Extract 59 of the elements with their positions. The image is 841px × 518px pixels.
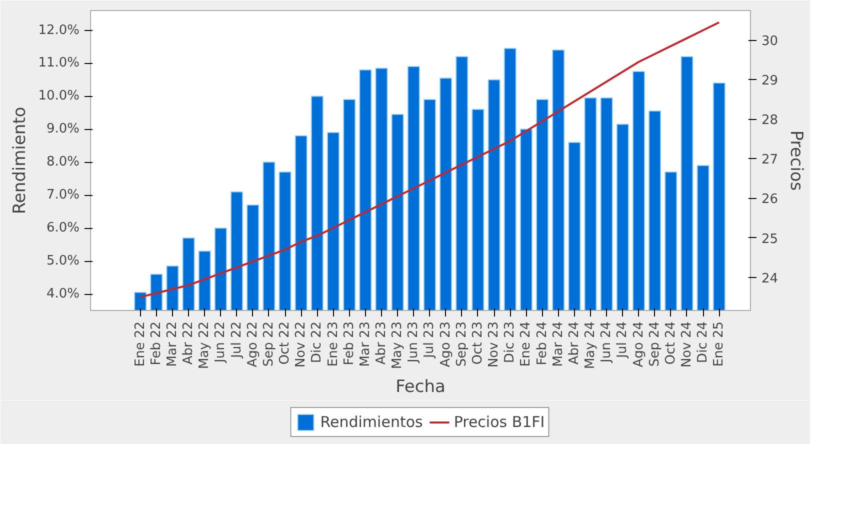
x-tick-label: Nov 22 — [294, 322, 309, 368]
x-tick-label: Mar 24 — [550, 322, 566, 367]
legend-label: Rendimientos — [320, 413, 423, 431]
y-axis-title: Rendimiento — [10, 106, 30, 214]
x-tick-label: Feb 23 — [342, 321, 357, 366]
x-tick-label: Dic 24 — [696, 321, 711, 363]
legend-label: Precios B1FI — [454, 413, 545, 431]
y2-tick-label: 30 — [762, 34, 778, 50]
x-tick-label: Jun 22 — [213, 321, 228, 364]
x-tick-label: Ene 22 — [132, 321, 148, 367]
x-tick-label: Sep 24 — [647, 321, 662, 367]
y-tick-label: 9.0% — [46, 122, 80, 137]
x-tick-label: Feb 22 — [148, 321, 164, 366]
y2-tick-label: 27 — [762, 152, 778, 168]
x-tick-label: Jul 23 — [422, 322, 438, 359]
y2-axis-title: Precios — [786, 130, 806, 191]
x-tick-label: Mar 22 — [165, 322, 180, 367]
x-tick-label: Feb 24 — [534, 321, 550, 366]
y2-tick-label: 24 — [762, 271, 778, 286]
x-tick-label: Jul 24 — [615, 322, 630, 359]
x-tick-label: Ago 22 — [245, 321, 260, 368]
x-axis-title: Fecha — [396, 377, 446, 398]
x-tick-label: Abr 23 — [374, 321, 390, 365]
y-tick-label: 4.0% — [46, 286, 80, 302]
x-tick-label: Ago 23 — [438, 321, 454, 368]
x-tick-label: Nov 24 — [679, 322, 694, 368]
y-tick-label: 8.0% — [46, 154, 80, 170]
x-tick-label: Ene 23 — [326, 321, 341, 367]
x-tick-label: May 24 — [583, 321, 598, 370]
x-tick-label: Mar 23 — [358, 322, 373, 367]
y-tick-label: 12.0% — [38, 22, 80, 38]
x-tick-label: Nov 23 — [486, 322, 502, 368]
x-tick-label: Dic 22 — [310, 321, 325, 363]
line-series — [139, 21, 720, 298]
x-tick-label: Ago 24 — [631, 321, 646, 368]
y-tick-label: 6.0% — [46, 220, 80, 236]
x-tick-label: Oct 22 — [278, 321, 293, 365]
x-tick-label: Abr 22 — [181, 321, 196, 365]
y-tick-label: 7.0% — [46, 188, 80, 203]
x-tick-label: Ene 24 — [518, 321, 534, 367]
y-tick-label: 5.0% — [46, 254, 80, 269]
x-tick-label: Jun 24 — [599, 321, 614, 364]
x-tick-label: Oct 23 — [470, 321, 486, 365]
y2-tick-label: 25 — [762, 232, 778, 247]
y-tick-label: 10.0% — [38, 88, 80, 104]
x-tick-label: Oct 24 — [663, 321, 678, 365]
y2-tick-label: 28 — [762, 113, 778, 128]
x-tick-label: May 22 — [197, 321, 212, 370]
x-tick-label: May 23 — [390, 321, 406, 370]
x-tick-label: Abr 24 — [566, 321, 582, 365]
x-tick-label: Ene 25 — [712, 321, 727, 367]
x-tick-label: Jun 23 — [406, 321, 422, 364]
y2-tick-label: 26 — [762, 192, 778, 208]
y2-tick-label: 29 — [762, 74, 778, 89]
x-tick-label: Dic 23 — [502, 321, 518, 363]
x-tick-label: Sep 23 — [454, 321, 470, 367]
y-tick-label: 11.0% — [38, 56, 80, 71]
x-tick-label: Jul 22 — [229, 322, 244, 359]
x-tick-label: Sep 22 — [261, 321, 276, 367]
